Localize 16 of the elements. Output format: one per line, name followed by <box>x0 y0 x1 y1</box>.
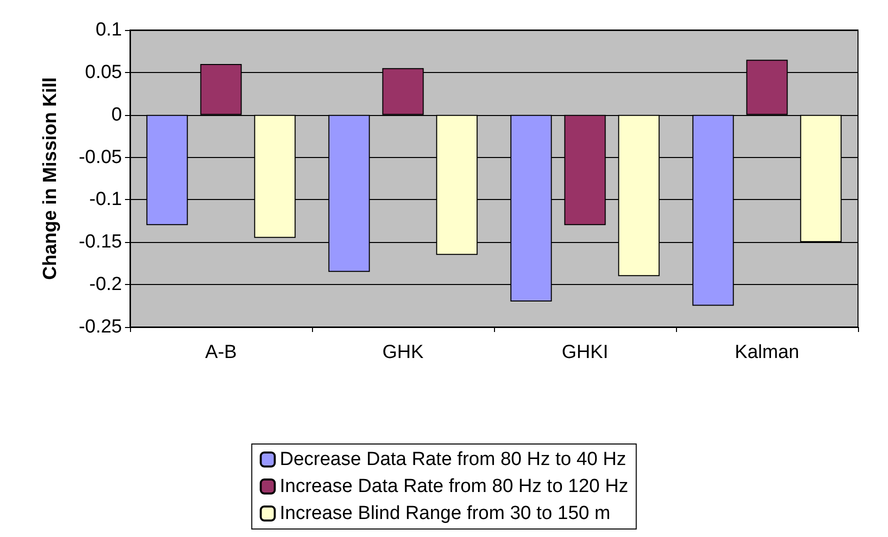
y-tick-label: 0.05 <box>85 62 122 83</box>
y-tick-label: -0.05 <box>78 146 122 168</box>
y-axis-title: Change in Mission Kill <box>40 77 61 280</box>
y-tick-label: -0.1 <box>89 189 122 210</box>
legend-label: Decrease Data Rate from 80 Hz to 40 Hz <box>280 449 626 470</box>
y-tick-label: -0.15 <box>78 232 122 253</box>
y-tick-label: 0.1 <box>96 20 122 40</box>
x-tick-label: Kalman <box>734 342 800 363</box>
y-tick-label: -0.2 <box>89 274 122 296</box>
y-tick-label: -0.25 <box>78 316 122 338</box>
x-tick-label: GHK <box>382 342 424 363</box>
y-tick-label: 0 <box>111 104 122 126</box>
legend-label: Increase Data Rate from 80 Hz to 120 Hz <box>280 476 628 497</box>
legend-label: Increase Blind Range from 30 to 150 m <box>280 503 610 524</box>
x-tick-label: A-B <box>205 342 237 363</box>
x-tick-label: GHKI <box>562 342 608 363</box>
